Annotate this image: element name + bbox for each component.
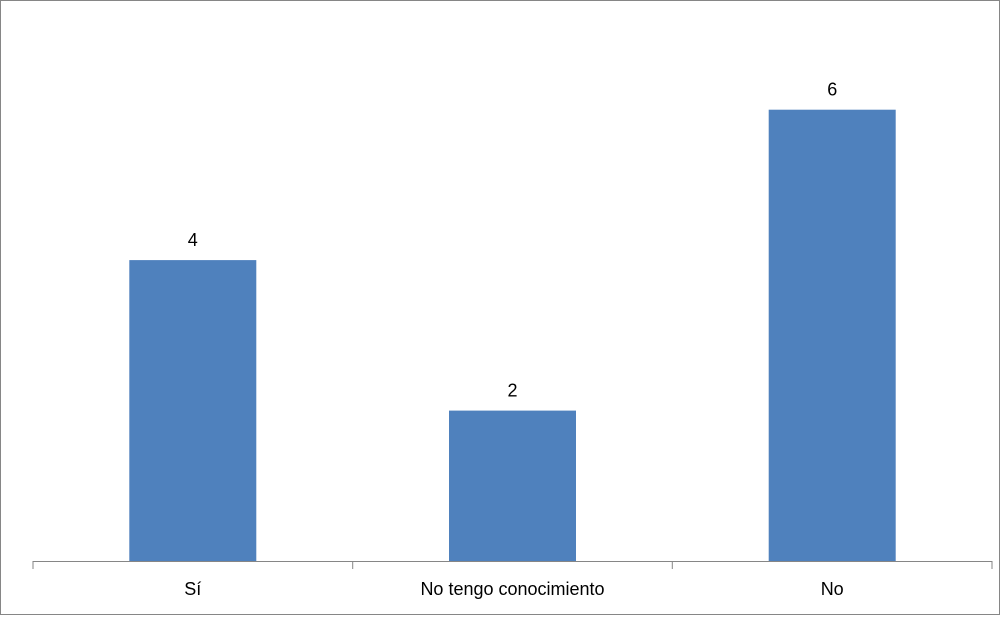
tick-label-no: No <box>821 579 844 599</box>
labels-layer: 4 Sí 2 No tengo conocimiento 6 No <box>184 80 843 599</box>
bar-no <box>768 109 896 561</box>
bar-no-tengo-conocimiento <box>449 410 576 561</box>
bars-layer <box>129 109 896 561</box>
tick-label-no-tengo-conocimiento: No tengo conocimiento <box>420 579 604 599</box>
tick-label-si: Sí <box>184 579 201 599</box>
bar-si <box>129 260 257 561</box>
data-label-si: 4 <box>188 230 198 250</box>
data-label-no-tengo-conocimiento: 2 <box>507 381 517 401</box>
data-label-no: 6 <box>827 80 837 100</box>
x-axis <box>32 561 993 569</box>
